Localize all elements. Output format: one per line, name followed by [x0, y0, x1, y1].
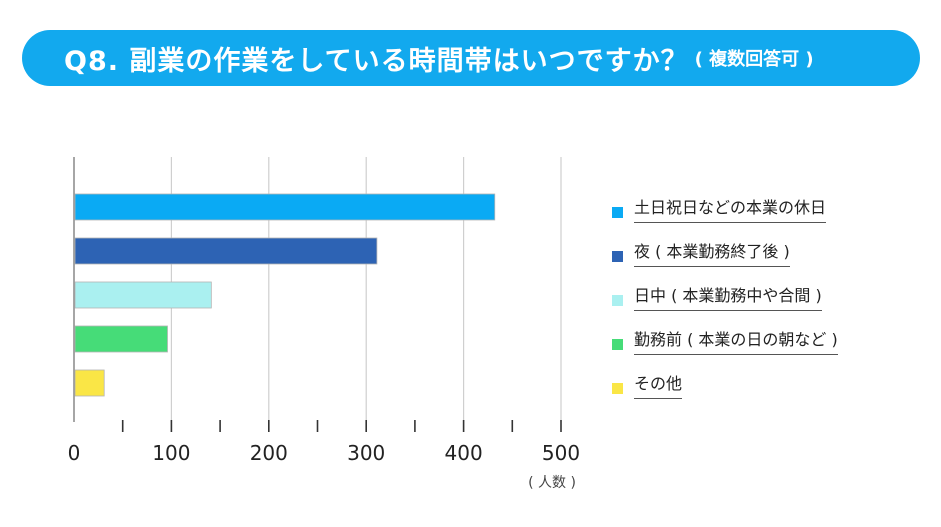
bar [74, 325, 168, 353]
x-tick-label: 400 [445, 441, 483, 465]
legend-label: 勤務前 ( 本業の日の朝など ) [634, 329, 838, 355]
legend-item: 勤務前 ( 本業の日の朝など ) [612, 329, 838, 373]
x-tick-label: 200 [250, 441, 288, 465]
legend-swatch [612, 207, 623, 218]
x-tick-label: 100 [152, 441, 190, 465]
legend-swatch [612, 295, 623, 306]
x-tick-label: 500 [542, 441, 580, 465]
legend-swatch [612, 251, 623, 262]
legend-label: その他 [634, 373, 683, 399]
bar [74, 193, 496, 221]
legend-swatch [612, 339, 623, 350]
x-tick-label: 300 [347, 441, 385, 465]
x-tick-label: 0 [68, 441, 81, 465]
title-banner: Q8. 副業の作業をしている時間帯はいつですか？ ( 複数回答可 ) [22, 30, 920, 86]
bar [74, 369, 105, 397]
bar [74, 237, 378, 265]
legend-label: 日中 ( 本業勤務中や合間 ) [634, 285, 822, 311]
chart-title: Q8. 副業の作業をしている時間帯はいつですか？ [64, 45, 689, 77]
legend-item: その他 [612, 373, 838, 417]
legend-item: 日中 ( 本業勤務中や合間 ) [612, 285, 838, 329]
bar [74, 281, 212, 309]
legend-item: 夜 ( 本業勤務終了後 ) [612, 241, 838, 285]
legend-label: 夜 ( 本業勤務終了後 ) [634, 241, 790, 267]
chart-subtitle: ( 複数回答可 ) [694, 49, 814, 70]
legend-item: 土日祝日などの本業の休日 [612, 197, 838, 241]
legend: 土日祝日などの本業の休日夜 ( 本業勤務終了後 ) 日中 ( 本業勤務中や合間 )… [612, 197, 838, 417]
x-axis-label: ( 人数 ) [528, 475, 576, 491]
legend-swatch [612, 383, 623, 394]
legend-label: 土日祝日などの本業の休日 [634, 197, 827, 223]
